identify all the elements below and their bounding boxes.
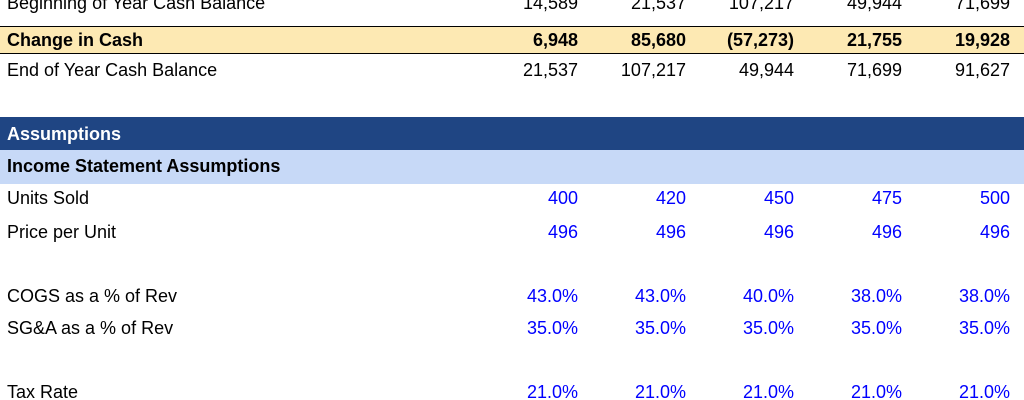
input-cell-year-3[interactable]: 40.0%	[742, 286, 794, 306]
row-sga-pct-of-rev: SG&A as a % of Rev 35.0% 35.0% 35.0% 35.…	[0, 317, 1024, 345]
input-cell-year-5[interactable]: 21.0%	[958, 382, 1010, 400]
input-cell-year-4[interactable]: 496	[871, 222, 902, 242]
input-cell-year-5[interactable]: 38.0%	[958, 286, 1010, 306]
input-cell-year-3[interactable]: 21.0%	[742, 382, 794, 400]
cell-year-1[interactable]: 21,537	[522, 60, 578, 80]
input-cell-year-1[interactable]: 21.0%	[526, 382, 578, 400]
cell-year-5[interactable]: 19,928	[954, 30, 1010, 50]
subsection-header-income-statement: Income Statement Assumptions	[0, 150, 1024, 184]
cell-year-2[interactable]: 85,680	[630, 30, 686, 50]
section-title[interactable]: Assumptions	[7, 124, 122, 144]
cell-year-2[interactable]: 21,537	[630, 0, 686, 13]
input-cell-year-2[interactable]: 21.0%	[634, 382, 686, 400]
input-cell-year-2[interactable]: 420	[655, 188, 686, 208]
input-cell-year-4[interactable]: 475	[871, 188, 902, 208]
row-end-cash-balance: End of Year Cash Balance 21,537 107,217 …	[0, 56, 1024, 86]
cell-year-4[interactable]: 49,944	[846, 0, 902, 13]
input-cell-year-1[interactable]: 35.0%	[526, 318, 578, 338]
input-cell-year-3[interactable]: 496	[763, 222, 794, 242]
input-cell-year-2[interactable]: 43.0%	[634, 286, 686, 306]
input-cell-year-1[interactable]: 496	[547, 222, 578, 242]
row-label[interactable]: Price per Unit	[7, 222, 117, 242]
input-cell-year-5[interactable]: 496	[979, 222, 1010, 242]
row-label[interactable]: SG&A as a % of Rev	[7, 318, 174, 338]
input-cell-year-2[interactable]: 35.0%	[634, 318, 686, 338]
cell-year-3[interactable]: 49,944	[738, 60, 794, 80]
input-cell-year-4[interactable]: 35.0%	[850, 318, 902, 338]
input-cell-year-1[interactable]: 400	[547, 188, 578, 208]
row-label[interactable]: End of Year Cash Balance	[7, 60, 218, 80]
row-beginning-cash-balance: Beginning of Year Cash Balance 14,589 21…	[0, 0, 1024, 18]
row-cogs-pct-of-rev: COGS as a % of Rev 43.0% 43.0% 40.0% 38.…	[0, 285, 1024, 313]
section-header-assumptions: Assumptions	[0, 117, 1024, 150]
row-label[interactable]: COGS as a % of Rev	[7, 286, 178, 306]
cell-year-4[interactable]: 71,699	[846, 60, 902, 80]
row-tax-rate: Tax Rate 21.0% 21.0% 21.0% 21.0% 21.0%	[0, 381, 1024, 400]
cell-year-4[interactable]: 21,755	[846, 30, 902, 50]
input-cell-year-3[interactable]: 450	[763, 188, 794, 208]
input-cell-year-4[interactable]: 21.0%	[850, 382, 902, 400]
input-cell-year-5[interactable]: 500	[979, 188, 1010, 208]
row-change-in-cash: Change in Cash 6,948 85,680 (57,273) 21,…	[0, 26, 1024, 54]
row-label[interactable]: Change in Cash	[7, 30, 144, 50]
input-cell-year-3[interactable]: 35.0%	[742, 318, 794, 338]
cell-year-5[interactable]: 91,627	[954, 60, 1010, 80]
cell-year-2[interactable]: 107,217	[620, 60, 686, 80]
input-cell-year-1[interactable]: 43.0%	[526, 286, 578, 306]
row-price-per-unit: Price per Unit 496 496 496 496 496	[0, 221, 1024, 249]
subsection-title[interactable]: Income Statement Assumptions	[7, 156, 281, 176]
row-units-sold: Units Sold 400 420 450 475 500	[0, 187, 1024, 215]
row-label[interactable]: Beginning of Year Cash Balance	[7, 0, 266, 13]
cell-year-3[interactable]: (57,273)	[726, 30, 794, 50]
cell-year-1[interactable]: 14,589	[522, 0, 578, 13]
row-label[interactable]: Units Sold	[7, 188, 90, 208]
input-cell-year-4[interactable]: 38.0%	[850, 286, 902, 306]
cell-year-5[interactable]: 71,699	[954, 0, 1010, 13]
row-label[interactable]: Tax Rate	[7, 382, 79, 400]
cell-year-3[interactable]: 107,217	[728, 0, 794, 13]
input-cell-year-5[interactable]: 35.0%	[958, 318, 1010, 338]
cell-year-1[interactable]: 6,948	[532, 30, 578, 50]
input-cell-year-2[interactable]: 496	[655, 222, 686, 242]
